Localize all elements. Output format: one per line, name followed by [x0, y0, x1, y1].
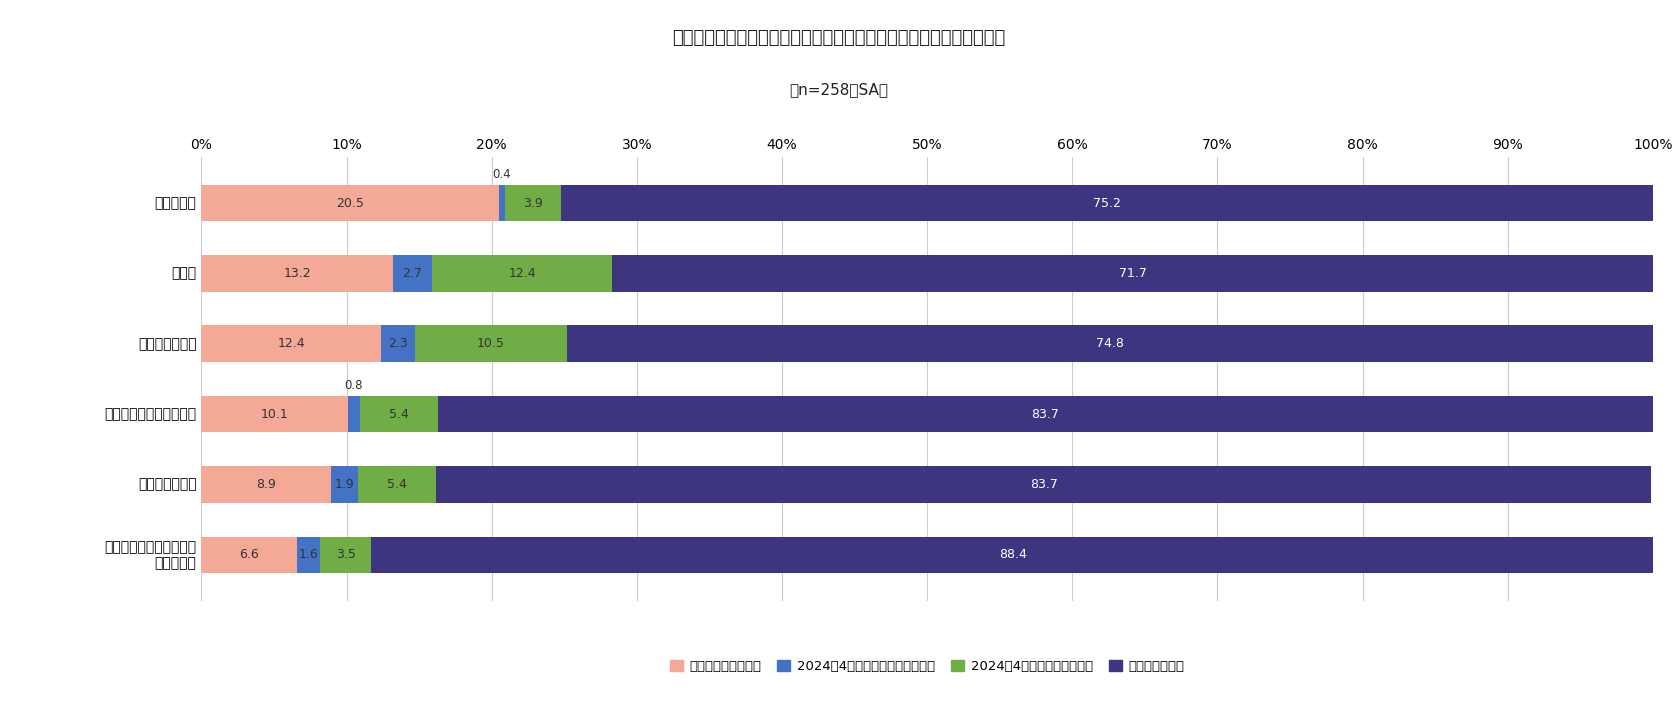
Bar — [381, 325, 414, 362]
Text: 12.4: 12.4 — [277, 337, 305, 350]
Bar — [201, 184, 498, 222]
Bar — [201, 466, 331, 503]
Text: 10.1: 10.1 — [260, 408, 289, 420]
Bar — [612, 255, 1653, 292]
Bar — [393, 255, 433, 292]
Bar — [414, 325, 567, 362]
Bar — [359, 396, 438, 433]
Text: 1.9: 1.9 — [334, 478, 354, 491]
Bar — [347, 396, 359, 433]
Bar — [201, 255, 393, 292]
Text: 6.6: 6.6 — [240, 548, 258, 561]
Bar — [201, 325, 381, 362]
Bar — [331, 466, 357, 503]
Text: 8.9: 8.9 — [257, 478, 275, 491]
Bar — [562, 184, 1653, 222]
Bar — [201, 396, 347, 433]
Bar — [433, 255, 612, 292]
Text: 20.5: 20.5 — [336, 197, 364, 209]
Text: 75.2: 75.2 — [1092, 197, 1121, 209]
Text: 74.8: 74.8 — [1096, 337, 1124, 350]
Bar — [505, 184, 562, 222]
Bar — [438, 396, 1653, 433]
Bar — [498, 184, 505, 222]
Text: 1.6: 1.6 — [299, 548, 319, 561]
Text: 83.7: 83.7 — [1030, 478, 1057, 491]
Text: 71.7: 71.7 — [1119, 267, 1146, 280]
Bar — [320, 536, 371, 573]
Text: 12.4: 12.4 — [508, 267, 535, 280]
Text: 2.3: 2.3 — [388, 337, 408, 350]
Text: 10.5: 10.5 — [477, 337, 505, 350]
Text: 88.4: 88.4 — [998, 548, 1027, 561]
Text: 雇用や待遇に関する施策についてそれぞれ導入状況をお答えください: 雇用や待遇に関する施策についてそれぞれ導入状況をお答えください — [673, 29, 1005, 46]
Text: 5.4: 5.4 — [389, 408, 409, 420]
Text: 0.8: 0.8 — [344, 380, 362, 393]
Text: 13.2: 13.2 — [284, 267, 310, 280]
Bar — [201, 536, 297, 573]
Bar — [436, 466, 1651, 503]
Text: （n=258、SA）: （n=258、SA） — [790, 82, 888, 97]
Bar — [371, 536, 1655, 573]
Text: 83.7: 83.7 — [1032, 408, 1059, 420]
Bar — [357, 466, 436, 503]
Text: 5.4: 5.4 — [388, 478, 408, 491]
Bar — [567, 325, 1653, 362]
Legend: すでに導入している, 2024年4月になるまでに導入予定, 2024年4月以降に導入を予定, 導入予定はない: すでに導入している, 2024年4月になるまでに導入予定, 2024年4月以降に… — [670, 661, 1185, 674]
Bar — [297, 536, 320, 573]
Text: 0.4: 0.4 — [493, 168, 512, 181]
Text: 3.5: 3.5 — [336, 548, 356, 561]
Text: 3.9: 3.9 — [524, 197, 544, 209]
Text: 2.7: 2.7 — [403, 267, 423, 280]
